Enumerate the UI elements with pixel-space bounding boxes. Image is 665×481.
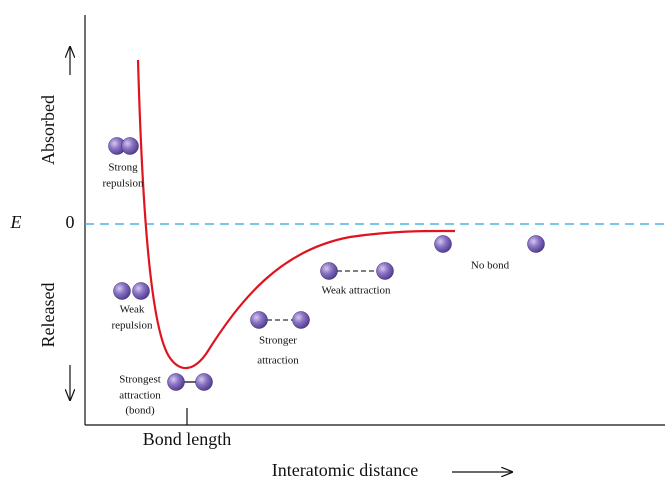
atom [527,235,545,253]
atom [320,262,338,280]
atom [132,282,150,300]
annotation: No bond [471,260,510,272]
annotation: repulsion [112,320,153,332]
released-label: Released [38,283,58,348]
atom [113,282,131,300]
atom [167,373,185,391]
x-axis-label: Interatomic distance [272,460,418,480]
energy-curve [136,59,456,370]
annotation: Weak [120,304,145,316]
atom [292,311,310,329]
annotation: Stronger [259,335,297,347]
absorbed-label: Absorbed [38,95,58,165]
annotation: Weak attraction [321,285,391,297]
annotation: (bond) [125,405,155,417]
y-symbol: E [10,212,22,232]
annotation: Strong [108,162,138,174]
annotation: attraction [257,355,299,367]
atom [434,235,452,253]
atoms [108,137,545,391]
bond-length-label: Bond length [143,429,232,449]
atom [121,137,139,155]
annotation: Strongest [119,374,161,386]
axes [70,15,665,472]
atom [250,311,268,329]
annotation: attraction [119,390,161,402]
atom [195,373,213,391]
zero-label: 0 [66,212,75,232]
atom [376,262,394,280]
annotation: repulsion [103,178,144,190]
